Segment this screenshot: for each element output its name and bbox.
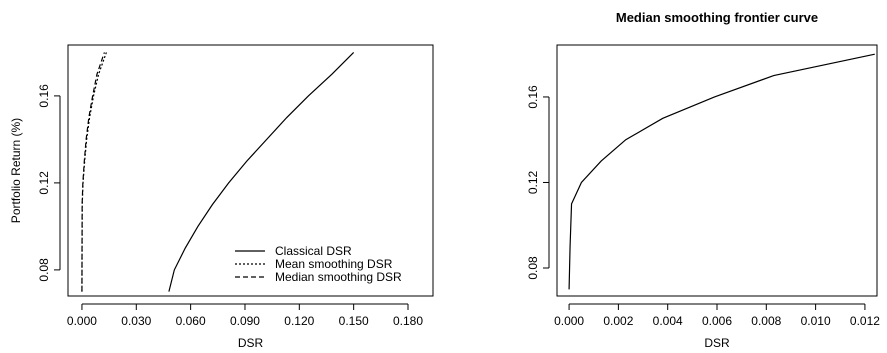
series-line bbox=[81, 52, 105, 292]
y-tick-label: 0.08 bbox=[526, 256, 540, 280]
x-tick-label: 0.060 bbox=[176, 314, 206, 328]
x-axis-label: DSR bbox=[238, 336, 264, 350]
x-tick-label: 0.000 bbox=[67, 314, 97, 328]
series-line bbox=[568, 53, 875, 290]
x-tick-label: 0.120 bbox=[284, 314, 314, 328]
x-tick-label: 0.006 bbox=[702, 314, 732, 328]
x-tick-label: 0.030 bbox=[121, 314, 151, 328]
x-tick-label: 0.002 bbox=[603, 314, 633, 328]
y-tick-label: 0.16 bbox=[37, 84, 51, 108]
legend-label: Mean smoothing DSR bbox=[275, 257, 393, 271]
series-line bbox=[168, 51, 355, 292]
y-tick-label: 0.12 bbox=[526, 170, 540, 194]
x-tick-label: 0.000 bbox=[554, 314, 584, 328]
x-tick-label: 0.180 bbox=[393, 314, 423, 328]
y-tick-label: 0.08 bbox=[37, 258, 51, 282]
y-tick-label: 0.12 bbox=[37, 171, 51, 195]
plot-frame bbox=[556, 44, 878, 297]
y-axis-label: Portfolio Return (%) bbox=[9, 118, 23, 223]
x-tick-label: 0.150 bbox=[339, 314, 369, 328]
x-tick-label: 0.010 bbox=[801, 314, 831, 328]
legend-label: Classical DSR bbox=[275, 244, 352, 258]
x-tick-label: 0.012 bbox=[850, 314, 880, 328]
plot-frame bbox=[67, 44, 434, 297]
chart-title: Median smoothing frontier curve bbox=[616, 10, 818, 25]
x-axis-label: DSR bbox=[704, 336, 730, 350]
x-tick-label: 0.008 bbox=[751, 314, 781, 328]
y-tick-label: 0.16 bbox=[526, 85, 540, 109]
x-tick-label: 0.004 bbox=[653, 314, 683, 328]
series-line bbox=[81, 52, 107, 292]
x-tick-label: 0.090 bbox=[230, 314, 260, 328]
legend-label: Median smoothing DSR bbox=[275, 270, 402, 284]
